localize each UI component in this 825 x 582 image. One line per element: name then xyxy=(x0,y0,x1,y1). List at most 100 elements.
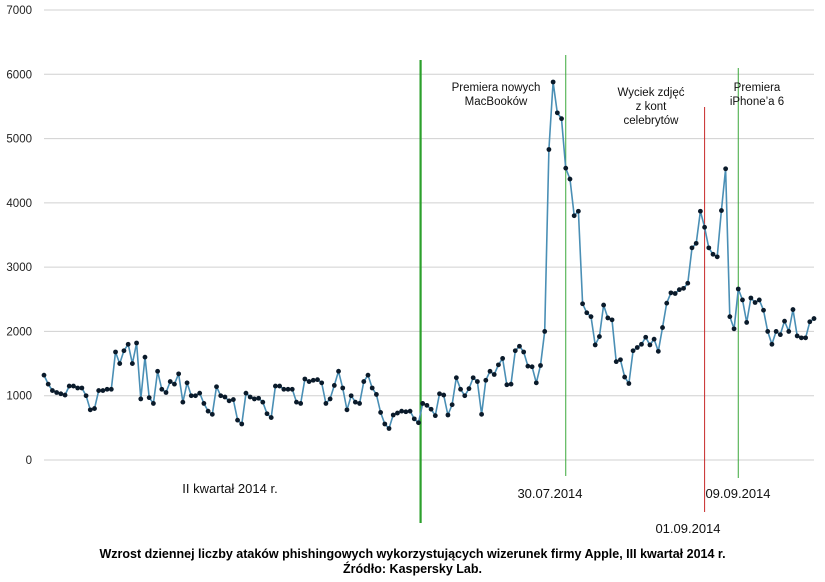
data-point xyxy=(92,406,97,411)
data-point xyxy=(546,147,552,152)
data-point xyxy=(735,286,741,292)
chart-title: Wzrost dziennej liczby ataków phishingow… xyxy=(99,547,726,561)
data-point xyxy=(685,280,691,286)
data-point xyxy=(752,300,758,305)
event-label-line: celebrytów xyxy=(624,115,680,127)
data-point xyxy=(256,395,261,401)
data-point xyxy=(613,359,619,365)
data-point xyxy=(45,381,51,387)
data-point xyxy=(180,399,186,405)
data-point xyxy=(407,408,413,414)
data-point xyxy=(681,285,686,291)
data-point xyxy=(344,407,350,413)
data-point xyxy=(336,368,341,374)
data-point xyxy=(508,381,514,387)
grid xyxy=(44,9,814,461)
data-point xyxy=(403,409,409,415)
data-point xyxy=(176,371,182,377)
data-point xyxy=(188,393,194,399)
data-point xyxy=(466,386,472,392)
data-point xyxy=(744,320,750,325)
data-point xyxy=(517,343,522,349)
data-point xyxy=(315,377,320,383)
data-point xyxy=(146,395,152,401)
data-point xyxy=(500,356,506,361)
event-label-line: MacBooków xyxy=(465,96,528,108)
data-point xyxy=(108,386,114,392)
data-point xyxy=(538,363,543,368)
data-point xyxy=(660,325,665,330)
data-point xyxy=(588,314,594,320)
data-point xyxy=(273,383,278,389)
data-point xyxy=(584,310,590,316)
data-point xyxy=(601,302,607,308)
data-point xyxy=(374,392,379,397)
data-point xyxy=(382,421,388,427)
data-point xyxy=(773,329,779,334)
event-date-label: 30.07.2014 xyxy=(517,486,582,501)
data-point xyxy=(155,368,161,374)
data-point xyxy=(521,349,527,355)
data-point xyxy=(605,315,611,321)
data-point xyxy=(643,334,649,340)
y-tick-label: 5000 xyxy=(6,134,32,146)
data-point xyxy=(504,382,510,388)
data-point xyxy=(798,335,804,341)
data-point xyxy=(386,426,392,431)
data-point xyxy=(365,372,371,378)
chart-source: Źródło: Kaspersky Lab. xyxy=(343,562,482,576)
data-point xyxy=(639,341,644,347)
data-point xyxy=(672,291,678,296)
data-point xyxy=(294,399,299,405)
data-point xyxy=(719,208,724,213)
data-point xyxy=(479,411,484,417)
data-point xyxy=(352,399,358,405)
data-point xyxy=(302,376,308,382)
data-point xyxy=(727,314,733,320)
data-point xyxy=(782,318,787,324)
event-label-line: Premiera xyxy=(734,82,781,94)
data-point xyxy=(129,361,135,366)
data-point xyxy=(790,307,796,312)
data-point xyxy=(327,396,333,402)
data-point xyxy=(298,401,304,406)
data-point xyxy=(75,385,81,391)
y-axis: 0 1000 2000 3000 4000 5000 6000 7000 xyxy=(6,5,32,467)
data-point xyxy=(756,297,762,303)
data-point xyxy=(559,116,564,122)
data-point xyxy=(416,420,421,426)
data-point xyxy=(50,388,55,393)
data-point xyxy=(71,383,76,389)
data-point xyxy=(323,401,329,406)
series-line xyxy=(43,81,815,431)
data-point xyxy=(453,375,459,381)
data-point xyxy=(390,412,396,418)
y-tick-label: 7000 xyxy=(6,5,32,17)
data-point xyxy=(618,357,623,363)
data-point xyxy=(651,336,657,342)
event-label-line: Premiera nowych xyxy=(452,82,541,94)
data-point xyxy=(58,391,64,397)
data-point xyxy=(41,372,47,378)
data-point xyxy=(230,397,236,402)
data-point xyxy=(268,415,274,420)
data-point xyxy=(714,254,720,260)
data-point xyxy=(357,401,362,406)
data-point xyxy=(142,354,148,360)
data-point xyxy=(655,348,661,354)
data-point xyxy=(512,348,518,354)
event-lines xyxy=(419,55,739,523)
data-point xyxy=(251,396,257,402)
data-point xyxy=(104,386,110,392)
data-point xyxy=(79,385,85,391)
data-point xyxy=(702,224,708,230)
data-point xyxy=(474,379,480,384)
period-label: II kwartał 2014 r. xyxy=(182,481,277,496)
data-point xyxy=(437,391,442,397)
data-point xyxy=(83,393,89,399)
data-point xyxy=(209,411,215,417)
data-point xyxy=(664,300,670,306)
data-point xyxy=(113,349,118,355)
data-point xyxy=(807,319,813,325)
data-point xyxy=(458,386,463,392)
